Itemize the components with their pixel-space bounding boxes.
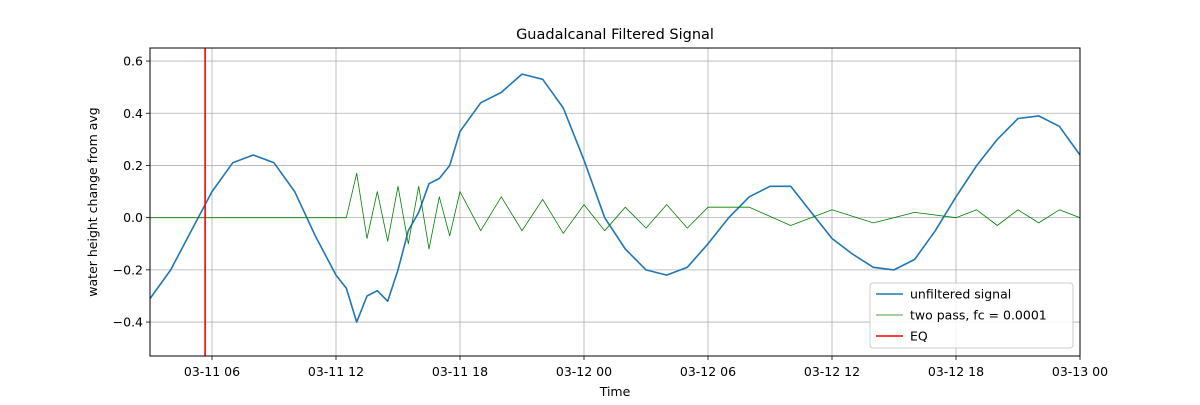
x-tick-label: 03-13 00 [1052, 364, 1108, 379]
plot-frame [149, 47, 1081, 357]
x-tick-label: 03-12 12 [804, 364, 860, 379]
series-line-2 [150, 172, 1080, 250]
y-tick-label: 0.6 [123, 54, 143, 69]
series-group [150, 48, 1080, 356]
x-tick-label: 03-11 18 [432, 364, 488, 379]
x-tick-label: 03-11 12 [308, 364, 364, 379]
chart-title: Guadalcanal Filtered Signal [516, 27, 714, 43]
y-axis-ticks: −0.4 −0.2 0.0 0.2 0.4 0.6 [113, 54, 150, 330]
series-line-1 [150, 73, 1080, 323]
legend-box [869, 282, 1074, 349]
x-tick-label: 03-11 06 [184, 364, 240, 379]
x-tick-label: 03-12 00 [556, 364, 612, 379]
legend-label: two pass, fc = 0.0001 [910, 308, 1047, 323]
x-axis-label: Time [599, 384, 631, 399]
x-tick-label: 03-12 18 [928, 364, 984, 379]
x-axis-ticks: 03-11 06 03-11 12 03-11 18 03-12 00 03-12 06… [184, 356, 1108, 379]
series-layer [150, 48, 1080, 356]
legend: unfiltered signal two pass, fc = 0.0001 EQ [869, 282, 1074, 349]
legend-label: unfiltered signal [910, 287, 1011, 302]
y-tick-label: 0.0 [123, 210, 143, 225]
y-tick-label: −0.2 [113, 262, 143, 277]
legend-label: EQ [910, 329, 928, 344]
x-tick-label: 03-12 06 [680, 364, 736, 379]
y-axis-label: water height change from avg [85, 107, 100, 296]
y-tick-label: 0.2 [123, 158, 143, 173]
y-tick-label: 0.4 [123, 106, 143, 121]
y-tick-label: −0.4 [113, 315, 143, 330]
